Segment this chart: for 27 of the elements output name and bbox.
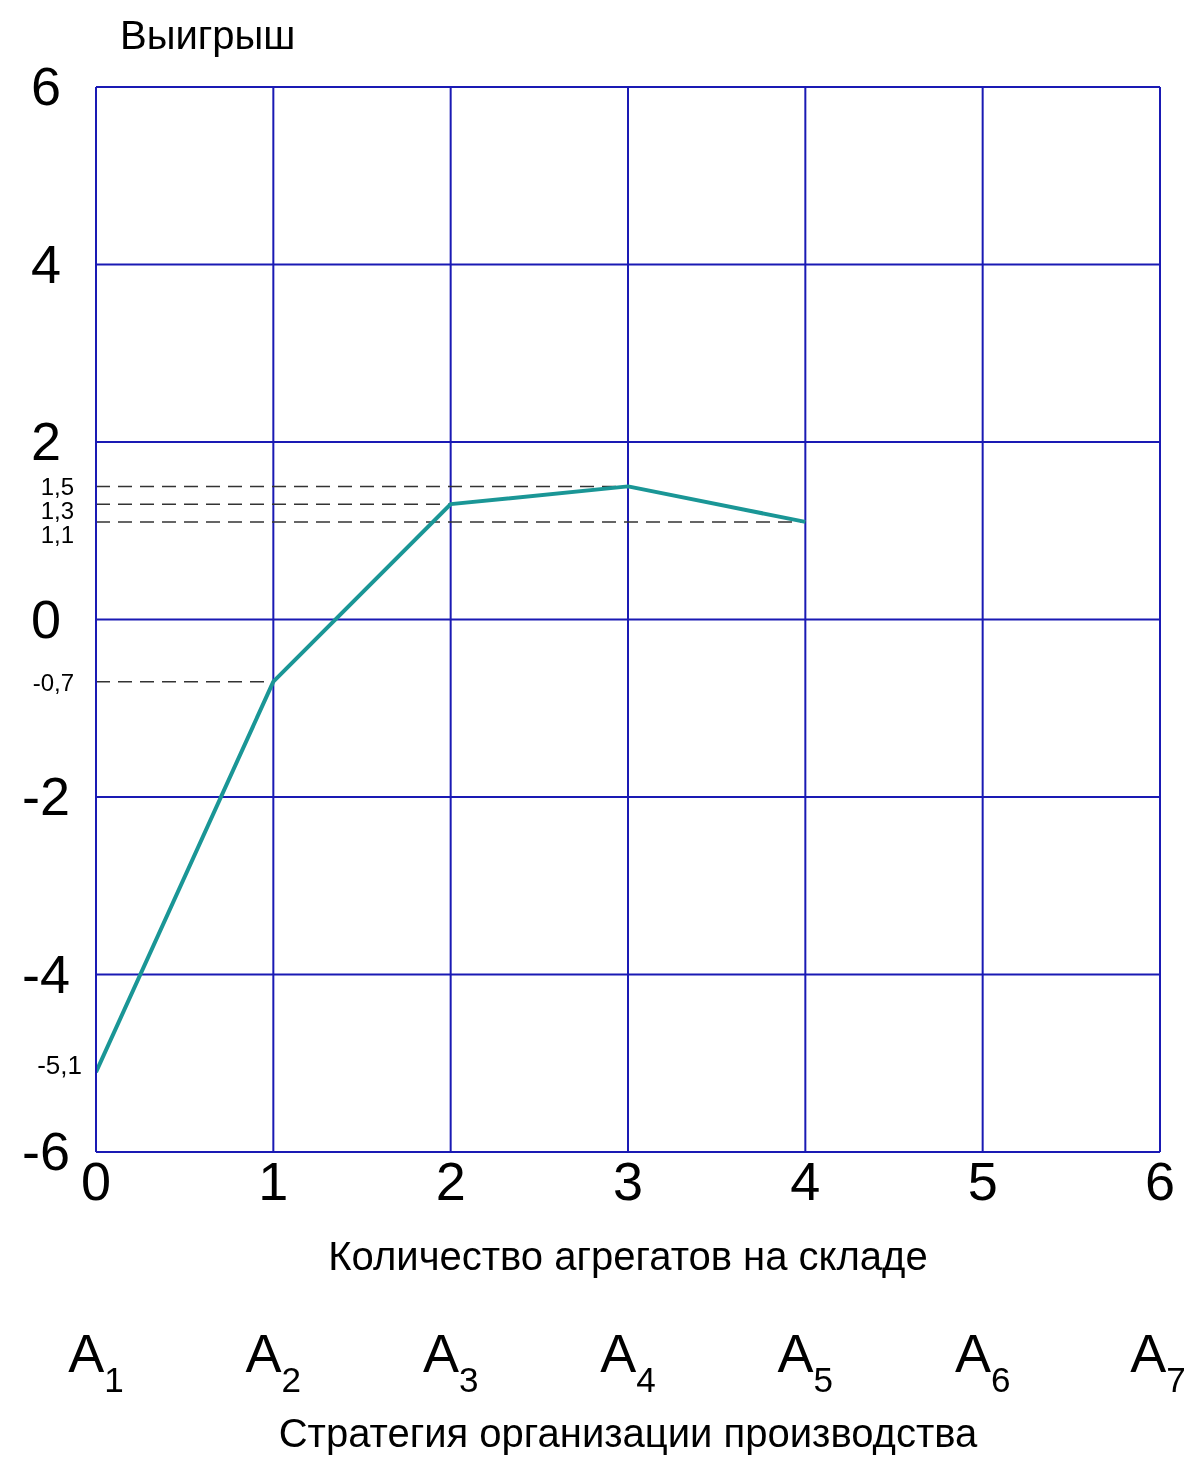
y-tick-label: -4 xyxy=(21,943,71,1004)
x-tick-label: 3 xyxy=(612,1151,644,1211)
x-axis-title: Количество агрегатов на складе xyxy=(328,1234,928,1278)
text: A$_{6}$ xyxy=(954,1323,1011,1399)
x2-axis-title: Стратегия организации производства xyxy=(278,1411,979,1455)
text: A$_{1}$ xyxy=(68,1323,124,1399)
y-tick-label: 4 xyxy=(30,233,62,294)
x-tick-label: 2 xyxy=(435,1151,466,1211)
y-tick-label: 0 xyxy=(30,588,62,649)
x-tick-label: 4 xyxy=(790,1151,821,1211)
text: A$_{3}$ xyxy=(422,1323,479,1399)
text: A$_{7}$ xyxy=(1130,1323,1186,1399)
x-tick-label: 1 xyxy=(258,1151,289,1211)
ref-line-label: -0,7 xyxy=(32,668,74,696)
y-tick-label: -2 xyxy=(21,766,71,826)
y-tick-label: 6 xyxy=(30,56,62,116)
text: A$_{5}$ xyxy=(777,1323,834,1399)
x-tick-label: 5 xyxy=(967,1151,998,1211)
x-tick-label: 0 xyxy=(80,1151,112,1211)
y-tick-label: -6 xyxy=(21,1121,71,1181)
x-tick-label: 6 xyxy=(1144,1151,1176,1211)
y-tick-label: 2 xyxy=(30,411,62,471)
line-series xyxy=(96,484,808,1075)
annotation: -5,1 xyxy=(37,1050,82,1081)
text: A$_{4}$ xyxy=(600,1323,656,1399)
y-axis-title: Выигрыш xyxy=(120,13,296,57)
text: A$_{2}$ xyxy=(245,1323,302,1399)
